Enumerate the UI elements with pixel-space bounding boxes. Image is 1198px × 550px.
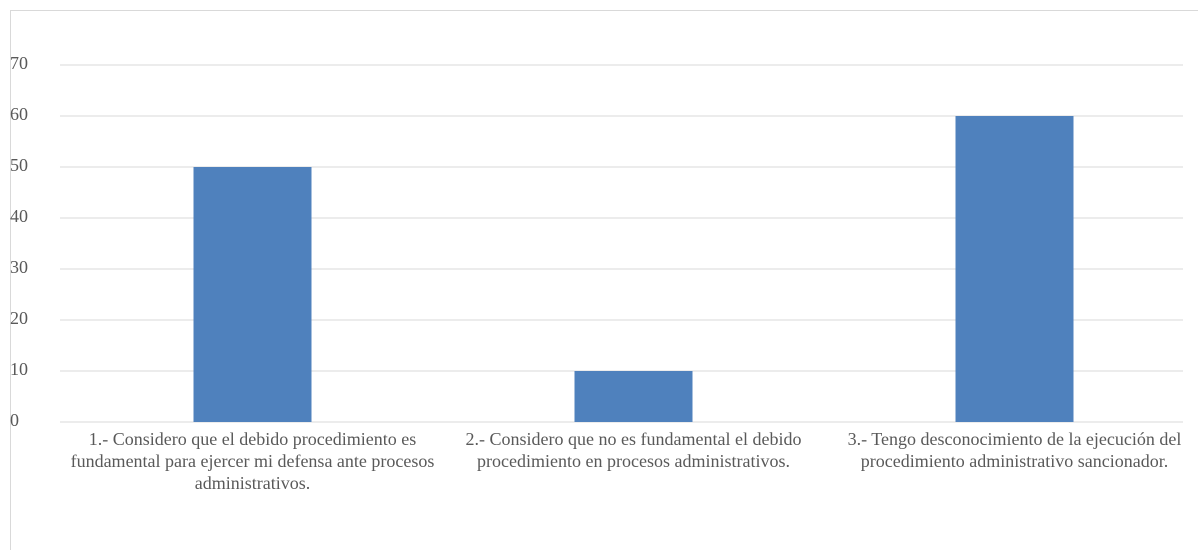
x-tick-label: 3.- Tengo desconocimiento de la ejecució… <box>847 429 1182 471</box>
y-tick-label: 50 <box>10 155 28 175</box>
y-tick-label: 60 <box>10 104 28 124</box>
y-tick-label: 30 <box>10 257 28 277</box>
y-tick-label: 20 <box>10 308 28 328</box>
chart-border <box>10 10 1198 550</box>
bar <box>955 116 1074 422</box>
x-tick-label: 1.- Considero que el debido procedimient… <box>70 429 435 493</box>
y-tick-label: 10 <box>10 359 28 379</box>
y-tick-label: 0 <box>10 410 19 430</box>
x-tick-label: 2.- Considero que no es fundamental el d… <box>465 429 802 471</box>
y-tick-label: 70 <box>10 53 28 73</box>
bar <box>574 371 693 422</box>
y-tick-label: 40 <box>10 206 28 226</box>
bar <box>193 167 312 422</box>
